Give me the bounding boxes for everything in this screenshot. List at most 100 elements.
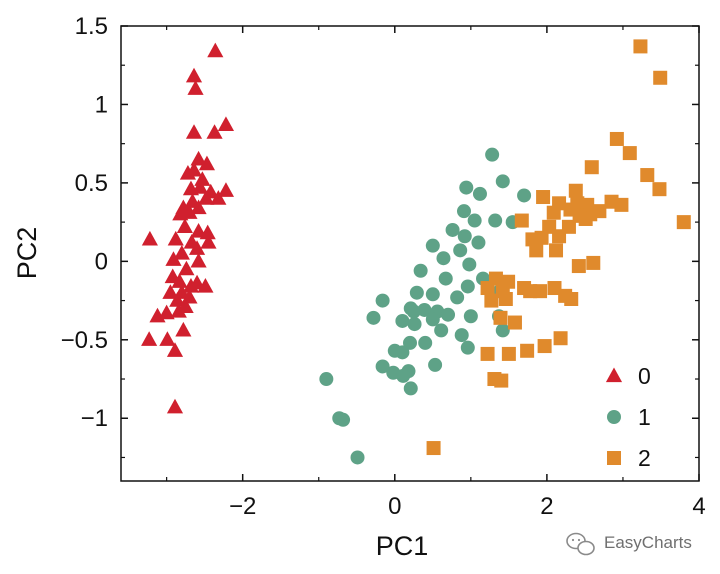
data-point xyxy=(441,307,456,322)
data-point xyxy=(162,284,179,299)
data-point xyxy=(190,199,207,215)
y-tick-label: −1 xyxy=(81,405,108,432)
data-point xyxy=(171,273,188,288)
legend-marker xyxy=(607,410,621,424)
legend-item-2: 2 xyxy=(607,445,651,471)
data-point xyxy=(460,340,475,355)
data-point xyxy=(403,381,418,396)
data-point xyxy=(546,205,561,220)
x-tick-labels: −2 0 2 4 xyxy=(229,493,706,520)
data-point xyxy=(198,155,216,171)
data-point xyxy=(166,398,184,414)
x-tick-label: 0 xyxy=(388,493,401,520)
watermark-text: EasyCharts xyxy=(604,533,692,552)
data-point xyxy=(185,124,203,139)
y-tick-labels: −1 −0.5 0 0.5 1 1.5 xyxy=(61,13,108,432)
data-point xyxy=(166,342,184,357)
data-point xyxy=(194,171,211,186)
data-point xyxy=(387,343,402,358)
data-point xyxy=(536,190,551,205)
data-point xyxy=(438,271,453,286)
data-point xyxy=(207,42,224,58)
data-point xyxy=(375,293,390,308)
data-point xyxy=(523,284,538,299)
data-point xyxy=(426,441,441,456)
plot-frame xyxy=(120,25,700,482)
data-point xyxy=(652,182,667,197)
data-point xyxy=(167,230,184,246)
data-points xyxy=(141,39,691,465)
series-1 xyxy=(319,147,532,465)
data-point xyxy=(178,260,195,276)
data-point xyxy=(418,335,433,350)
data-point xyxy=(197,277,214,293)
watermark: EasyCharts xyxy=(566,532,692,556)
data-point xyxy=(366,310,381,325)
x-tick-label: −2 xyxy=(229,493,256,520)
data-point xyxy=(471,235,486,250)
data-point xyxy=(552,229,567,244)
y-tick-label: 1 xyxy=(95,91,108,118)
data-point xyxy=(436,251,451,266)
legend-marker xyxy=(607,451,621,465)
data-point xyxy=(584,160,599,175)
data-point xyxy=(350,450,365,465)
data-point xyxy=(485,147,500,162)
data-point xyxy=(179,164,197,180)
data-point xyxy=(149,307,166,323)
data-point xyxy=(190,150,207,166)
data-point xyxy=(206,124,223,139)
data-point xyxy=(395,313,410,328)
data-point xyxy=(434,323,449,338)
data-point xyxy=(454,328,469,343)
data-point xyxy=(653,70,668,85)
data-point xyxy=(450,290,465,305)
data-point xyxy=(173,245,190,260)
data-point xyxy=(463,309,478,324)
data-point xyxy=(185,67,203,83)
data-point xyxy=(457,229,472,244)
x-axis-label: PC1 xyxy=(376,531,429,561)
data-point xyxy=(525,232,540,247)
data-point xyxy=(406,304,421,319)
data-point xyxy=(529,243,544,258)
data-point xyxy=(425,287,440,302)
data-point xyxy=(187,80,204,95)
data-point xyxy=(182,277,200,293)
data-point xyxy=(493,310,508,325)
data-point xyxy=(172,205,189,221)
data-point xyxy=(375,359,390,374)
data-point xyxy=(495,174,510,189)
data-point xyxy=(158,304,175,320)
data-point xyxy=(578,211,593,226)
data-point xyxy=(537,339,552,354)
data-point xyxy=(182,180,200,196)
data-point xyxy=(456,204,471,219)
data-point xyxy=(175,321,192,337)
data-point xyxy=(396,368,411,383)
series-2 xyxy=(426,39,691,456)
data-point xyxy=(488,213,503,228)
data-point xyxy=(498,292,513,306)
wechat-icon xyxy=(566,532,595,556)
data-point xyxy=(568,183,583,198)
data-point xyxy=(480,281,495,296)
data-point xyxy=(571,259,586,274)
data-point xyxy=(622,146,637,161)
data-point xyxy=(517,188,532,203)
y-tick-label: 1.5 xyxy=(75,13,108,40)
data-point xyxy=(480,346,495,361)
data-point xyxy=(425,238,440,253)
data-point xyxy=(614,197,629,212)
data-point xyxy=(676,215,691,230)
data-point xyxy=(210,190,227,205)
data-point xyxy=(407,317,422,332)
data-point xyxy=(141,230,158,246)
data-point xyxy=(459,180,474,195)
data-point xyxy=(425,312,440,327)
y-axis-label: PC2 xyxy=(12,227,42,280)
data-point xyxy=(484,293,499,308)
data-point xyxy=(200,234,217,249)
data-point xyxy=(640,168,655,183)
data-point xyxy=(514,213,529,228)
